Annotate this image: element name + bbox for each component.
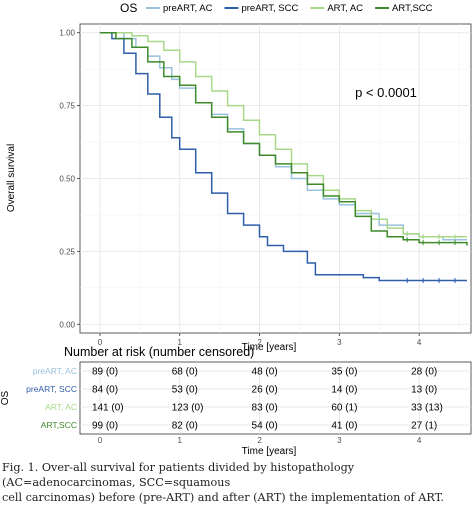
risk-row-label: ART,SCC bbox=[41, 420, 77, 430]
y-tick-label: 1.00 bbox=[59, 29, 75, 38]
y-tick-label: 0.00 bbox=[59, 320, 75, 329]
legend: OS preART, AC preART, SCC ART, AC ART,SCC bbox=[120, 1, 433, 15]
risk-cell: 14 (0) bbox=[331, 385, 357, 396]
survival-curve-3 bbox=[99, 31, 468, 246]
risk-table: preART, AC 89 (0) 68 (0) 48 (0) 35 (0) 28 (0)… bbox=[26, 366, 443, 445]
legend-label: preART, SCC bbox=[241, 3, 298, 14]
risk-x-tick-label: 3 bbox=[337, 436, 342, 445]
risk-x-tick-label: 4 bbox=[417, 436, 422, 445]
x-tick-label: 1 bbox=[178, 338, 183, 347]
risk-cell: 13 (0) bbox=[411, 385, 437, 396]
legend-label: preART, AC bbox=[163, 3, 213, 14]
risk-cell: 82 (0) bbox=[172, 421, 198, 432]
risk-cell: 99 (0) bbox=[92, 421, 118, 432]
risk-cell: 141 (0) bbox=[92, 403, 124, 414]
risk-table-grid bbox=[80, 362, 471, 434]
risk-cell: 27 (1) bbox=[411, 421, 437, 432]
risk-cell: 84 (0) bbox=[92, 385, 118, 396]
risk-row-label: preART, SCC bbox=[26, 384, 77, 394]
risk-row-label: ART, AC bbox=[45, 402, 77, 412]
y-tick-label: 0.75 bbox=[59, 102, 75, 111]
figure-caption: Fig. 1. Over-all survival for patients d… bbox=[2, 460, 472, 505]
caption-line-1: Fig. 1. Over-all survival for patients d… bbox=[2, 461, 355, 489]
survival-curve-1 bbox=[99, 31, 467, 282]
risk-cell: 60 (1) bbox=[331, 403, 357, 414]
y-tick-label: 0.50 bbox=[59, 175, 75, 184]
risk-table-title: Number at risk (number censored) bbox=[64, 345, 254, 359]
risk-row-label: preART, AC bbox=[33, 366, 77, 376]
risk-x-tick-label: 1 bbox=[178, 436, 183, 445]
risk-cell: 48 (0) bbox=[252, 367, 278, 378]
p-value-annotation: p < 0.0001 bbox=[355, 85, 417, 100]
risk-cell: 53 (0) bbox=[172, 385, 198, 396]
legend-title: OS bbox=[120, 1, 137, 15]
risk-cell: 41 (0) bbox=[331, 421, 357, 432]
x-tick-label: 3 bbox=[337, 338, 342, 347]
x-tick-label: 0 bbox=[98, 338, 103, 347]
risk-cell: 123 (0) bbox=[172, 403, 204, 414]
x-axis-label: Time [years] bbox=[242, 342, 297, 353]
x-tick-label: 4 bbox=[417, 338, 422, 347]
risk-cell: 33 (13) bbox=[411, 403, 443, 414]
legend-label: ART, AC bbox=[327, 3, 363, 14]
survival-curves bbox=[99, 31, 468, 284]
risk-table-x-label: Time [years] bbox=[242, 446, 297, 457]
x-tick-label: 2 bbox=[257, 338, 262, 347]
y-axis-label: Overall survival bbox=[6, 144, 17, 212]
caption-line-2: cell carcinomas) before (pre-ART) and af… bbox=[2, 491, 444, 504]
y-tick-label: 0.25 bbox=[59, 247, 75, 256]
survival-figure: OS preART, AC preART, SCC ART, AC ART,SCC 0 1… bbox=[0, 1, 472, 457]
risk-cell: 35 (0) bbox=[331, 367, 357, 378]
risk-cell: 89 (0) bbox=[92, 367, 118, 378]
legend-label: ART,SCC bbox=[392, 3, 433, 14]
axis-ticks: 0 1 2 3 4 0.00 0.25 0.50 0.75 1.00 bbox=[59, 29, 421, 347]
risk-table-y-label: OS bbox=[0, 390, 11, 405]
risk-table-panel bbox=[79, 361, 472, 435]
risk-cell: 26 (0) bbox=[252, 385, 278, 396]
risk-cell: 28 (0) bbox=[411, 367, 437, 378]
risk-x-tick-label: 2 bbox=[257, 436, 262, 445]
risk-cell: 83 (0) bbox=[252, 403, 278, 414]
survival-curve-2 bbox=[99, 31, 467, 238]
risk-cell: 54 (0) bbox=[252, 421, 278, 432]
risk-x-tick-label: 0 bbox=[98, 436, 103, 445]
risk-cell: 68 (0) bbox=[172, 367, 198, 378]
